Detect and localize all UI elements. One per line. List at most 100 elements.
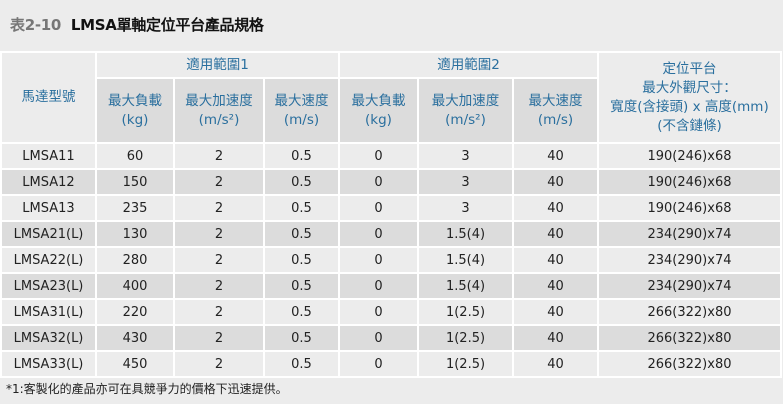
table-cell: LMSA23(L) <box>0 272 97 300</box>
table-cell: 1(2.5) <box>417 298 514 326</box>
table-cell: 40 <box>512 298 599 326</box>
header-group2: 適用範圍2 <box>338 51 599 79</box>
table-cell: 2 <box>173 350 265 378</box>
header-col: 最大速度 (m/s) <box>512 77 599 144</box>
table-cell: 40 <box>512 168 599 196</box>
table-cell: 0.5 <box>263 324 340 352</box>
col-name: 最大速度 <box>528 92 583 109</box>
header-col: 最大加速度 (m/s²) <box>417 77 514 144</box>
table-cell: 0 <box>338 168 419 196</box>
table-row: LMSA21(L) 130 2 0.5 0 1.5(4) 40 234(290)x74 <box>0 220 782 248</box>
col-name: 最大加速度 <box>185 92 253 109</box>
table-cell: LMSA12 <box>0 168 97 196</box>
platform-line: (不含鏈條) <box>657 117 722 134</box>
header-group1: 適用範圍1 <box>95 51 340 79</box>
table-cell: LMSA33(L) <box>0 350 97 378</box>
col-unit: (m/s) <box>537 111 574 128</box>
table-cell: 400 <box>95 272 175 300</box>
table-cell: 1(2.5) <box>417 350 514 378</box>
header-col: 最大加速度 (m/s²) <box>173 77 265 144</box>
table-cell: 2 <box>173 246 265 274</box>
table-cell: LMSA21(L) <box>0 220 97 248</box>
table-cell: 0.5 <box>263 298 340 326</box>
table-cell: LMSA31(L) <box>0 298 97 326</box>
col-unit: (m/s²) <box>445 111 486 128</box>
header-model: 馬達型號 <box>0 51 97 144</box>
table-cell: 40 <box>512 142 599 170</box>
col-name: 最大加速度 <box>431 92 500 109</box>
table-cell: 40 <box>512 246 599 274</box>
table-number: 表2-10 <box>10 16 62 34</box>
table-cell: 220 <box>95 298 175 326</box>
table-cell: 0 <box>338 246 419 274</box>
table-row: LMSA31(L) 220 2 0.5 0 1(2.5) 40 266(322)x80 <box>0 298 782 326</box>
table-cell: 40 <box>512 220 599 248</box>
table-cell: 1.5(4) <box>417 246 514 274</box>
table-cell: 234(290)x74 <box>597 246 782 274</box>
table-cell: 0 <box>338 220 419 248</box>
table-cell: 0.5 <box>263 246 340 274</box>
col-unit: (m/s²) <box>198 111 240 128</box>
table-cell: 2 <box>173 142 265 170</box>
table-cell: 40 <box>512 324 599 352</box>
table-cell: 2 <box>173 194 265 222</box>
table-cell: 2 <box>173 168 265 196</box>
table-cell: 266(322)x80 <box>597 350 782 378</box>
header-col: 最大速度 (m/s) <box>263 77 340 144</box>
table-row: LMSA12 150 2 0.5 0 3 40 190(246)x68 <box>0 168 782 196</box>
table-cell: 0 <box>338 142 419 170</box>
table-cell: 430 <box>95 324 175 352</box>
spec-table: 馬達型號 適用範圍1 適用範圍2 定位平台 最大外觀尺寸： 寬度(含接頭) x … <box>0 51 782 378</box>
table-cell: 450 <box>95 350 175 378</box>
table-cell: 0 <box>338 324 419 352</box>
table-cell: 2 <box>173 272 265 300</box>
table-cell: 2 <box>173 298 265 326</box>
col-unit: (kg) <box>121 111 149 128</box>
header-col: 最大負載 (kg) <box>95 77 175 144</box>
table-cell: 235 <box>95 194 175 222</box>
table-cell: 130 <box>95 220 175 248</box>
table-cell: 0 <box>338 298 419 326</box>
table-cell: 190(246)x68 <box>597 168 782 196</box>
table-cell: LMSA11 <box>0 142 97 170</box>
footnote: *1:客製化的產品亦可在具競爭力的價格下迅速提供。 <box>6 382 288 396</box>
col-name: 最大速度 <box>274 92 329 109</box>
table-cell: 0 <box>338 350 419 378</box>
table-cell: 0.5 <box>263 142 340 170</box>
table-cell: 190(246)x68 <box>597 194 782 222</box>
platform-line: 寬度(含接頭) x 高度(mm) <box>610 98 769 115</box>
table-cell: 0.5 <box>263 168 340 196</box>
header-col: 最大負載 (kg) <box>338 77 419 144</box>
table-cell: 0 <box>338 194 419 222</box>
table-cell: 1(2.5) <box>417 324 514 352</box>
table-cell: 234(290)x74 <box>597 220 782 248</box>
table-row: LMSA32(L) 430 2 0.5 0 1(2.5) 40 266(322)x80 <box>0 324 782 352</box>
table-cell: 0 <box>338 272 419 300</box>
table-cell: 266(322)x80 <box>597 298 782 326</box>
table-cell: 2 <box>173 220 265 248</box>
table-cell: LMSA22(L) <box>0 246 97 274</box>
table-row: LMSA13 235 2 0.5 0 3 40 190(246)x68 <box>0 194 782 222</box>
table-cell: 1.5(4) <box>417 220 514 248</box>
table-cell: 40 <box>512 194 599 222</box>
platform-line: 最大外觀尺寸： <box>642 79 737 96</box>
table-row: LMSA22(L) 280 2 0.5 0 1.5(4) 40 234(290)x74 <box>0 246 782 274</box>
table-cell: 1.5(4) <box>417 272 514 300</box>
table-cell: 0.5 <box>263 220 340 248</box>
table-cell: 3 <box>417 142 514 170</box>
table-cell: 3 <box>417 168 514 196</box>
col-unit: (m/s) <box>283 111 320 128</box>
col-name: 最大負載 <box>108 92 162 109</box>
header-platform: 定位平台 最大外觀尺寸： 寬度(含接頭) x 高度(mm) (不含鏈條) <box>597 51 782 144</box>
table-cell: 3 <box>417 194 514 222</box>
table-title-text: LMSA單軸定位平台產品規格 <box>70 16 264 34</box>
table-row: LMSA33(L) 450 2 0.5 0 1(2.5) 40 266(322)x80 <box>0 350 782 378</box>
table-cell: 234(290)x74 <box>597 272 782 300</box>
col-unit: (kg) <box>365 111 392 128</box>
table-cell: 0.5 <box>263 194 340 222</box>
col-name: 最大負載 <box>351 92 406 109</box>
table-row: LMSA23(L) 400 2 0.5 0 1.5(4) 40 234(290)x74 <box>0 272 782 300</box>
table-cell: LMSA13 <box>0 194 97 222</box>
table-cell: 40 <box>512 272 599 300</box>
platform-line: 定位平台 <box>662 60 717 77</box>
